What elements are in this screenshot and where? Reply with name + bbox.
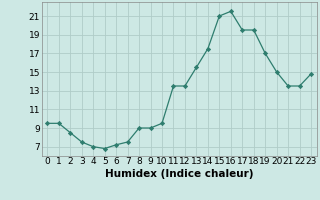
X-axis label: Humidex (Indice chaleur): Humidex (Indice chaleur) [105,169,253,179]
